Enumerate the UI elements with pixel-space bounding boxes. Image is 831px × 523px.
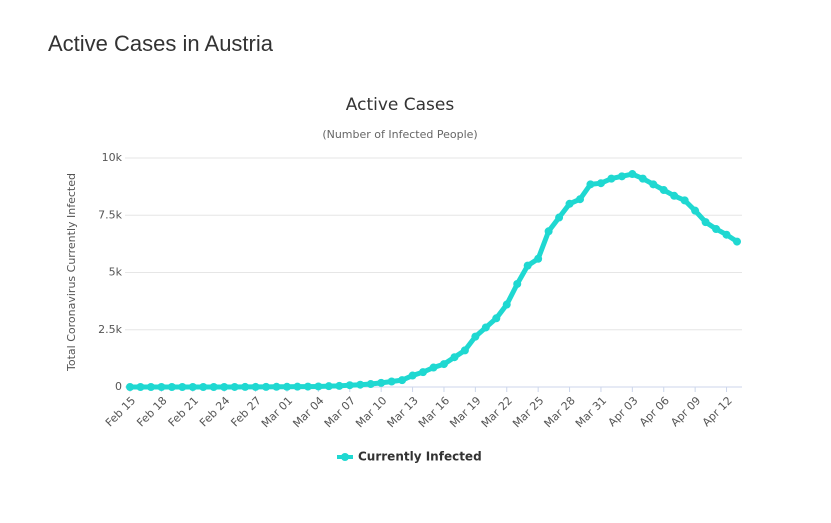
x-tick-label: Feb 24 [197, 394, 232, 429]
point [408, 371, 417, 380]
point [377, 378, 386, 387]
x-tick-label: Mar 31 [573, 394, 609, 430]
point [282, 382, 291, 391]
legend-marker [341, 453, 349, 461]
legend-label: Currently Infected [358, 450, 482, 464]
point [136, 383, 145, 391]
point [345, 381, 354, 390]
point [324, 382, 333, 391]
point [523, 261, 532, 270]
point [649, 180, 658, 189]
point [502, 300, 511, 309]
x-tick-label: Mar 01 [259, 394, 295, 430]
point [638, 174, 647, 183]
point [492, 314, 501, 323]
point [576, 195, 585, 204]
y-tick-label: 10k [102, 151, 123, 164]
point [126, 383, 134, 391]
point [335, 381, 344, 390]
point [691, 206, 700, 215]
x-tick-label: Apr 06 [637, 394, 672, 429]
y-tick-label: 0 [115, 380, 122, 393]
point [262, 382, 271, 391]
point [429, 363, 438, 372]
x-tick-label: Feb 27 [228, 394, 263, 429]
point [659, 186, 668, 195]
point [230, 382, 239, 391]
x-tick-label: Mar 19 [447, 394, 483, 430]
point [241, 382, 250, 391]
point [544, 227, 553, 236]
point [167, 383, 176, 391]
point [565, 199, 574, 208]
page-heading: Active Cases in Austria [48, 31, 274, 56]
point [356, 380, 365, 389]
point [398, 376, 407, 385]
point [513, 279, 522, 288]
point [157, 383, 166, 391]
x-tick-label: Feb 18 [134, 394, 169, 429]
y-tick-label: 5k [109, 266, 123, 279]
point [178, 383, 187, 391]
point [460, 346, 469, 355]
point [628, 170, 637, 179]
x-tick-label: Mar 10 [353, 394, 389, 430]
point [293, 382, 302, 391]
point [209, 383, 218, 391]
point [419, 368, 428, 377]
x-tick-label: Feb 21 [166, 394, 201, 429]
y-tick-label: 2.5k [98, 323, 122, 336]
point [439, 360, 448, 369]
point [712, 224, 721, 233]
x-tick-label: Mar 16 [416, 394, 452, 430]
point [199, 383, 208, 391]
x-tick-label: Apr 03 [606, 394, 641, 429]
point [617, 172, 626, 181]
point [481, 323, 490, 332]
x-tick-label: Apr 09 [668, 394, 703, 429]
point [303, 382, 312, 391]
x-tick-label: Mar 28 [542, 394, 578, 430]
point [722, 230, 731, 239]
x-tick-label: Mar 25 [510, 394, 546, 430]
point [314, 382, 323, 391]
point [555, 213, 564, 222]
x-tick-label: Mar 07 [322, 394, 358, 430]
x-tick-label: Apr 12 [700, 394, 735, 429]
x-tick-label: Mar 13 [385, 394, 421, 430]
point [146, 383, 155, 391]
point [733, 237, 741, 246]
x-tick-label: Mar 04 [290, 394, 326, 430]
chart-subtitle: (Number of Infected People) [322, 128, 477, 141]
point [534, 254, 543, 263]
point [272, 382, 281, 391]
point [188, 383, 197, 391]
point [450, 353, 459, 362]
point [387, 377, 396, 386]
point [471, 332, 480, 341]
series-line [130, 171, 739, 390]
y-tick-label: 7.5k [98, 208, 122, 221]
point [596, 179, 605, 188]
point [220, 383, 229, 391]
point [251, 382, 260, 391]
point [607, 174, 616, 183]
point [586, 180, 595, 189]
x-tick-label: Mar 22 [479, 394, 515, 430]
y-axis-label: Total Coronavirus Currently Infected [65, 173, 78, 372]
point [670, 191, 679, 200]
chart-title: Active Cases [346, 95, 455, 115]
point [701, 218, 710, 227]
point [366, 380, 375, 389]
x-tick-label: Feb 15 [103, 394, 138, 429]
point [680, 196, 689, 205]
